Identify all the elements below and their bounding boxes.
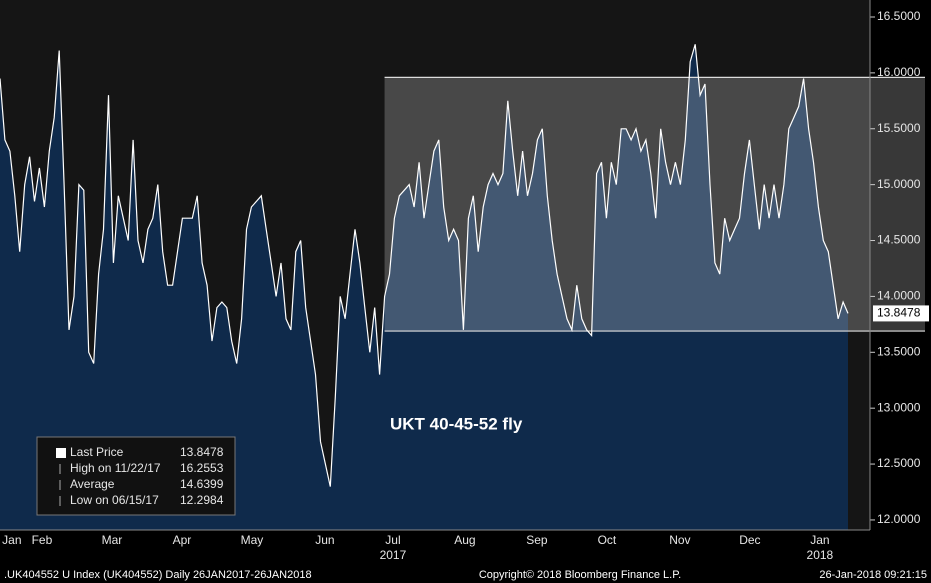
- area-fill: [0, 44, 848, 531]
- x-tick-label: Sep: [526, 533, 548, 547]
- x-tick-label: Jan: [810, 533, 829, 547]
- x-tick-label: Oct: [598, 533, 617, 547]
- plot: [0, 44, 926, 531]
- legend-value: 14.6399: [180, 477, 224, 491]
- x-tick-label: Jun: [315, 533, 334, 547]
- x-tick-label: May: [241, 533, 264, 547]
- last-price-label: 13.8478: [877, 306, 921, 320]
- x-tick-label: Apr: [173, 533, 192, 547]
- x-year-label: 2017: [380, 548, 407, 562]
- footer-left: .UK404552 U Index (UK404552) Daily 26JAN…: [4, 569, 312, 581]
- x-year-label: 2018: [807, 548, 834, 562]
- legend: Last Price 13.8478 High on 11/22/17 16.2553…: [36, 436, 236, 516]
- y-tick-label: 15.5000: [877, 121, 921, 135]
- legend-value: 12.2984: [180, 493, 224, 507]
- y-tick-label: 13.0000: [877, 400, 921, 414]
- annotation: UKT 40-45-52 fly: [390, 414, 523, 433]
- x-tick-label: Nov: [669, 533, 690, 547]
- y-tick-label: 13.5000: [877, 344, 921, 358]
- legend-label: Average: [70, 477, 115, 491]
- x-tick-label: Feb: [32, 533, 53, 547]
- legend-label: Low on 06/15/17: [70, 493, 159, 507]
- y-tick-label: 16.5000: [877, 9, 921, 23]
- y-tick-label: 15.0000: [877, 177, 921, 191]
- x-tick-label: Dec: [739, 533, 760, 547]
- y-tick-label: 12.5000: [877, 456, 921, 470]
- y-tick-label: 12.0000: [877, 512, 921, 526]
- x-tick-label: Jan: [2, 533, 21, 547]
- price-line: [0, 44, 849, 487]
- legend-value: 13.8478: [180, 445, 224, 459]
- legend-swatch: [56, 448, 66, 458]
- y-tick-label: 14.5000: [877, 233, 921, 247]
- footer-right: 26-Jan-2018 09:21:15: [819, 569, 927, 581]
- y-tick-label: 14.0000: [877, 289, 921, 303]
- last-price-tag: [873, 305, 929, 322]
- legend-box: [36, 436, 236, 516]
- footer-center: Copyright© 2018 Bloomberg Finance L.P.: [479, 569, 681, 581]
- legend-label: High on 11/22/17: [70, 461, 161, 475]
- x-tick-label: Jul: [385, 533, 400, 547]
- legend-value: 16.2553: [180, 461, 224, 475]
- y-tick-label: 16.0000: [877, 65, 921, 79]
- x-tick-label: Mar: [102, 533, 123, 547]
- legend-label: Last Price: [70, 445, 124, 459]
- x-tick-label: Aug: [454, 533, 475, 547]
- footer-bar: [0, 567, 931, 583]
